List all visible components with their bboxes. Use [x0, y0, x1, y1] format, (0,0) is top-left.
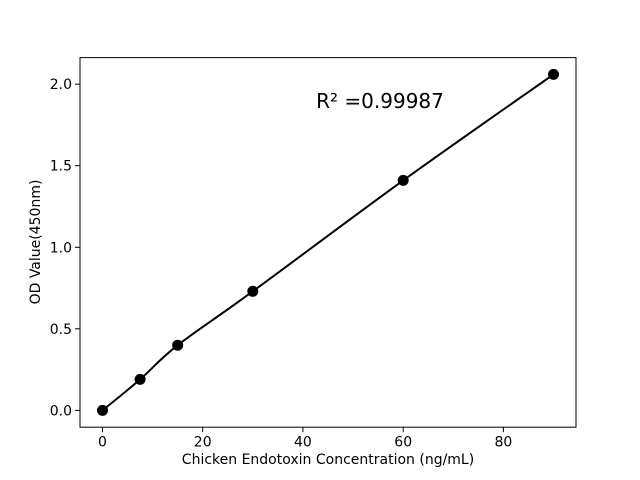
x-tick-label: 80	[494, 435, 512, 451]
y-tick-label: 1.0	[50, 240, 72, 256]
data-point	[548, 68, 559, 80]
y-tick-label: 1.5	[50, 159, 72, 175]
y-tick-label: 0.0	[50, 403, 72, 419]
x-axis-label: Chicken Endotoxin Concentration (ng/mL)	[181, 452, 475, 468]
x-tick-label: 60	[394, 435, 412, 451]
x-tick-label: 40	[294, 435, 312, 451]
data-point	[97, 404, 108, 416]
fit-curve	[101, 73, 555, 412]
data-point	[134, 373, 146, 385]
r-squared-annotation: R² =0.99987	[316, 89, 444, 113]
data-point	[397, 174, 409, 186]
y-tick-label: 0.5	[50, 322, 72, 338]
data-point	[247, 285, 259, 297]
x-tick-label: 20	[194, 435, 212, 451]
y-tick-label: 2.0	[50, 77, 72, 93]
data-point	[172, 339, 184, 351]
x-tick-label: 0	[98, 435, 107, 451]
plot-frame	[79, 57, 577, 428]
y-axis-label: OD Value(450nm)	[28, 179, 44, 305]
